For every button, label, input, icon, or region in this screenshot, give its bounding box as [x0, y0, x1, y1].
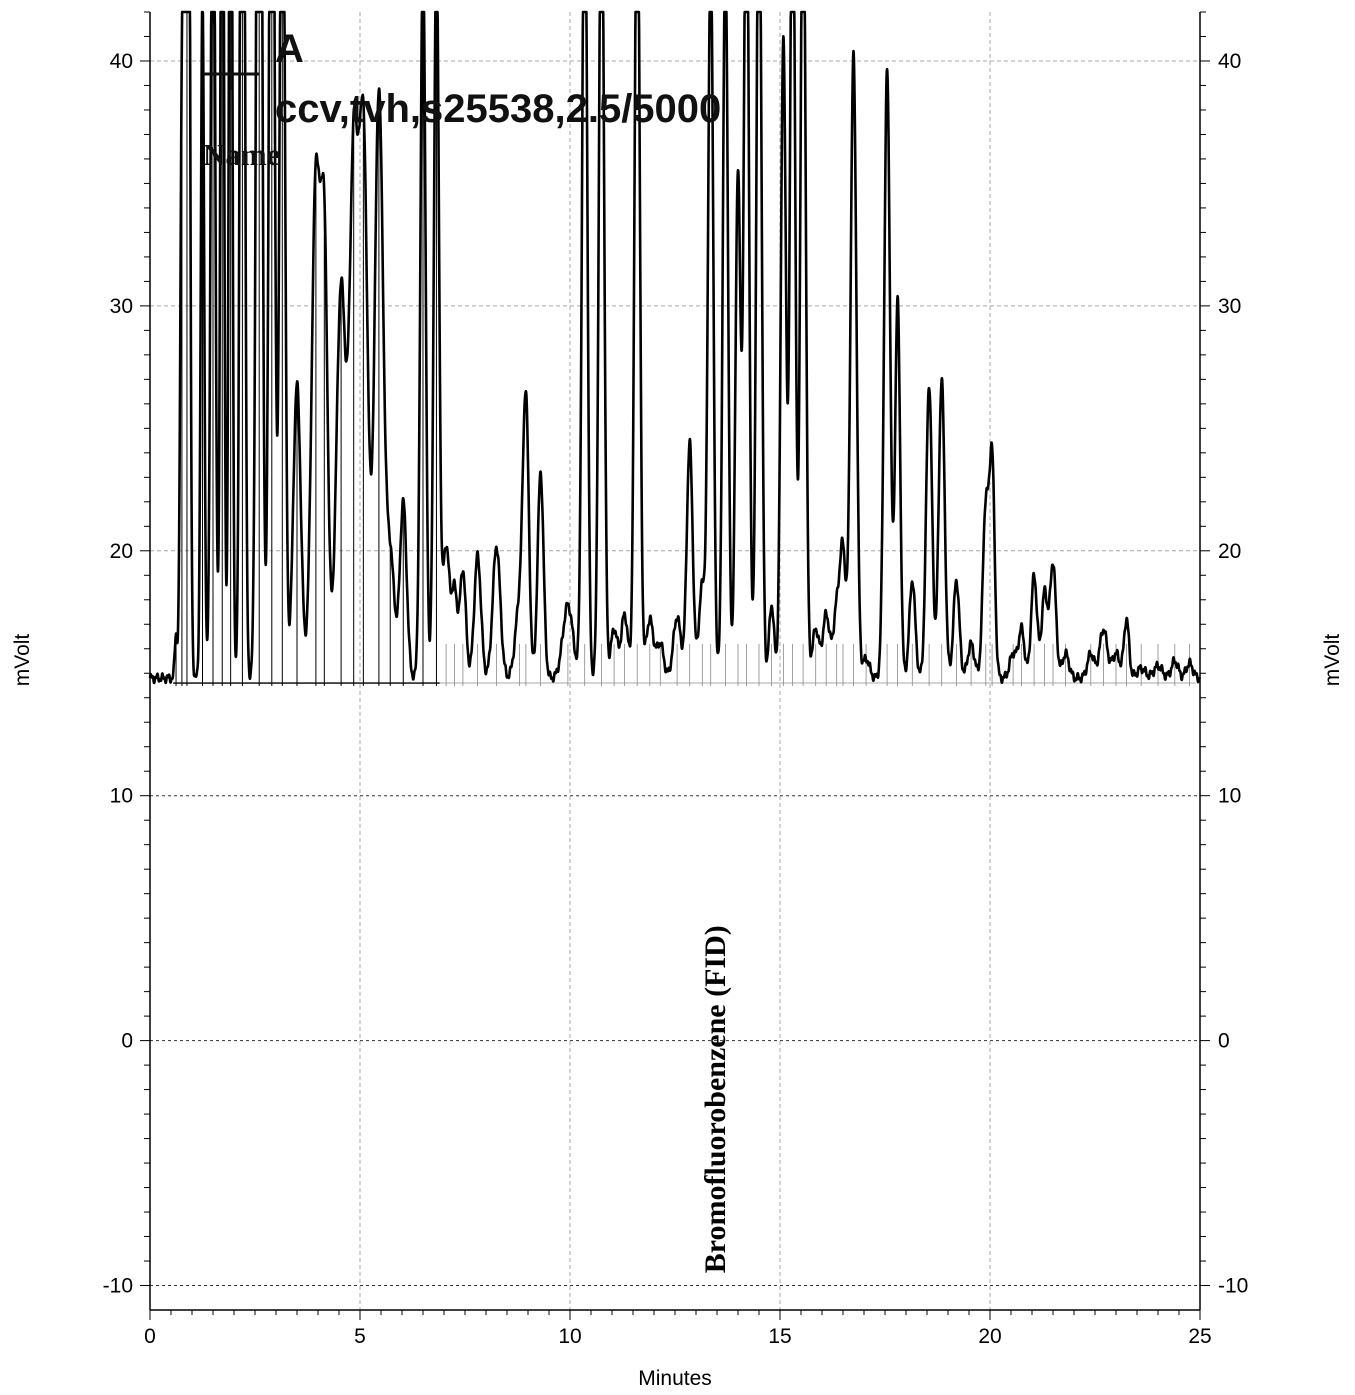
signal-trace [148, 10, 1202, 685]
y-tick-label-left: 40 [110, 50, 133, 73]
x-tick-label: 5 [354, 1325, 366, 1348]
y-tick-label-left: 20 [110, 540, 133, 563]
legend-letter: A [275, 27, 304, 71]
y-tick-label-right: 10 [1218, 785, 1241, 808]
legend-sample-name: ccv,tvh,s25538,2.5/5000 [275, 87, 721, 131]
y-tick-label-left: 10 [110, 785, 133, 808]
series-line-chromatogram [148, 10, 1202, 685]
axes-frame [140, 11, 1210, 1320]
x-tick-label: 20 [978, 1325, 1001, 1348]
x-axis-title: Minutes [638, 1367, 712, 1390]
y-axis-title-left: mVolt [11, 634, 34, 687]
legend-column-label: Name [203, 137, 280, 172]
y-tick-label-left: 0 [121, 1030, 133, 1053]
legend: A ccv,tvh,s25538,2.5/5000 Name [203, 27, 721, 172]
y-tick-label-right: -10 [1218, 1275, 1248, 1298]
annotation-bromofluorobenzene: Bromofluorobenzene (FID) [699, 925, 732, 1273]
tick-labels: 0 5 10 15 20 25 -10 -10 0 0 10 10 20 20 30 30 40 40 [103, 50, 1249, 1348]
x-tick-label: 0 [144, 1325, 156, 1348]
y-tick-label-right: 0 [1218, 1030, 1230, 1053]
y-tick-label-right: 40 [1218, 50, 1241, 73]
y-tick-label-left: -10 [103, 1275, 133, 1298]
y-tick-label-right: 20 [1218, 540, 1241, 563]
x-tick-label: 10 [558, 1325, 581, 1348]
y-tick-label-left: 30 [110, 295, 133, 318]
grid-lines [150, 12, 1200, 1310]
x-tick-label: 15 [768, 1325, 791, 1348]
y-axis-title-right: mVolt [1321, 634, 1344, 687]
x-tick-label: 25 [1188, 1325, 1211, 1348]
y-tick-label-right: 30 [1218, 295, 1241, 318]
